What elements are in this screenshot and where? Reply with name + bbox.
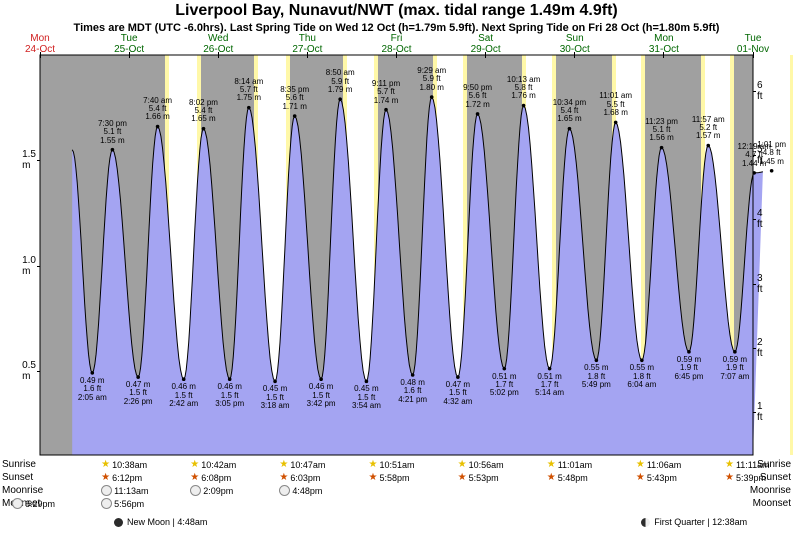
high-tide-label: 7:40 am5.4 ft1.66 m (136, 97, 180, 122)
y-left-tick: 1.5 m (22, 149, 36, 171)
moonset-cell: 6:29pm (12, 498, 55, 509)
high-tide-label: 11:57 am5.2 ft1.57 m (686, 116, 730, 141)
low-tide-label: 0.59 m1.9 ft7:07 am (713, 356, 757, 381)
high-tide-label: 7:30 pm5.1 ft1.55 m (90, 120, 134, 145)
row-label-right: Moonset (753, 498, 791, 509)
sunset-cell: ★6:08pm (190, 472, 231, 483)
moonrise-cell: 2:09pm (190, 485, 233, 496)
sunset-cell: ★5:58pm (369, 472, 410, 483)
tide-chart: Liverpool Bay, Nunavut/NWT (max. tidal r… (0, 0, 793, 539)
high-tide-label: 9:11 pm5.7 ft1.74 m (364, 80, 408, 105)
y-right-tick: 6 ft (757, 80, 763, 102)
low-tide-label: 0.51 m1.7 ft5:14 am (528, 373, 572, 398)
sunset-cell: ★5:53pm (458, 472, 499, 483)
low-tide-label: 0.55 m1.8 ft5:49 pm (574, 364, 618, 389)
y-left-tick: 1.0 m (22, 255, 36, 277)
sunset-cell: ★5:39pm (725, 472, 766, 483)
low-tide-label: 0.46 m1.5 ft2:42 am (162, 383, 206, 408)
low-tide-label: 0.46 m1.5 ft3:05 pm (208, 383, 252, 408)
high-tide-label: 8:50 am5.9 ft1.79 m (318, 69, 362, 94)
moonrise-cell: 11:13am (101, 485, 148, 496)
low-tide-label: 0.45 m1.5 ft3:54 am (344, 385, 388, 410)
sunrise-cell: ★11:06am (636, 459, 681, 470)
y-left-tick: 0.5 m (22, 360, 36, 382)
low-tide-label: 0.46 m1.5 ft3:42 pm (299, 383, 343, 408)
moon-phase: New Moon | 4:48am (114, 517, 207, 527)
moonrise-cell: 4:48pm (279, 485, 322, 496)
sunset-cell: ★6:03pm (279, 472, 320, 483)
high-tide-label: 11:23 pm5.1 ft1.56 m (640, 118, 684, 143)
low-tide-label: 0.47 m1.5 ft2:26 pm (116, 381, 160, 406)
sunrise-cell: ★10:42am (190, 459, 236, 470)
low-tide-label: 0.55 m1.8 ft6:04 am (620, 364, 664, 389)
y-right-tick: 4 ft (757, 208, 763, 230)
sunrise-cell: ★11:11am (725, 459, 770, 470)
high-tide-label: 9:29 am5.9 ft1.80 m (410, 67, 454, 92)
sunrise-cell: ★10:51am (369, 459, 415, 470)
y-right-tick: 2 ft (757, 337, 763, 359)
moonset-cell: 5:56pm (101, 498, 144, 509)
sunrise-cell: ★10:47am (279, 459, 325, 470)
high-tide-label: 10:34 pm5.4 ft1.65 m (547, 99, 591, 124)
low-tide-label: 0.45 m1.5 ft3:18 am (253, 385, 297, 410)
low-tide-label: 0.48 m1.6 ft4:21 pm (391, 379, 435, 404)
low-tide-label: 0.51 m1.7 ft5:02 pm (482, 373, 526, 398)
high-tide-label: 8:14 am5.7 ft1.75 m (227, 78, 271, 103)
sunrise-cell: ★11:01am (547, 459, 592, 470)
sunset-cell: ★5:43pm (636, 472, 677, 483)
high-tide-label: 9:50 pm5.6 ft1.72 m (456, 84, 500, 109)
row-label-right: Moonrise (750, 485, 791, 496)
row-label-left: Moonrise (2, 485, 43, 496)
y-right-tick: 3 ft (757, 273, 763, 295)
sunrise-cell: ★10:56am (458, 459, 504, 470)
sunset-cell: ★5:48pm (547, 472, 588, 483)
low-tide-label: 0.49 m1.6 ft2:05 am (70, 377, 114, 402)
low-tide-label: 0.59 m1.9 ft6:45 pm (667, 356, 711, 381)
high-tide-label: 10:13 am5.8 ft1.76 m (502, 76, 546, 101)
sunrise-cell: ★10:38am (101, 459, 147, 470)
row-label-left: Sunset (2, 472, 33, 483)
high-tide-label: 8:35 pm5.6 ft1.71 m (273, 86, 317, 111)
y-right-tick: 1 ft (757, 401, 763, 423)
chart-title: Liverpool Bay, Nunavut/NWT (max. tidal r… (0, 2, 793, 20)
high-tide-label: 8:02 pm5.4 ft1.65 m (182, 99, 226, 124)
sunset-cell: ★6:12pm (101, 472, 142, 483)
row-label-left: Sunrise (2, 459, 36, 470)
moon-phase: First Quarter | 12:38am (641, 517, 747, 527)
high-tide-label: 11:01 am5.5 ft1.68 m (594, 92, 638, 117)
high-tide-label: 1:01 pm4.8 ft1.45 m (750, 141, 793, 166)
low-tide-label: 0.47 m1.5 ft4:32 am (436, 381, 480, 406)
plot-area: Mon24-OctTue25-OctWed26-OctThu27-OctFri2… (40, 55, 753, 455)
